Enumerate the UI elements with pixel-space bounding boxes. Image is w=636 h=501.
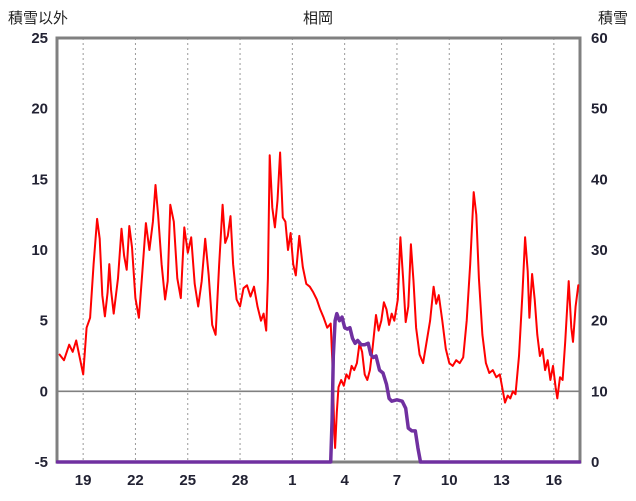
x-axis-tick-label: 7	[393, 472, 401, 489]
x-axis-tick-label: 13	[493, 472, 510, 489]
left-axis-tick-label: 0	[40, 383, 48, 400]
left-axis-tick-label: 20	[31, 101, 48, 118]
left-axis-tick-label: 15	[31, 171, 48, 188]
x-axis-tick-label: 10	[441, 472, 458, 489]
left-axis-tick-label: 10	[31, 242, 48, 259]
right-axis-tick-label: 20	[591, 313, 608, 330]
left-axis-tick-label: 5	[40, 313, 48, 330]
right-axis-tick-label: 50	[591, 101, 608, 118]
right-axis-tick-label: 0	[591, 454, 599, 471]
right-axis-tick-label: 10	[591, 383, 608, 400]
right-axis-tick-label: 40	[591, 171, 608, 188]
right-axis-tick-label: 60	[591, 30, 608, 47]
left-axis-title: 積雪以外	[8, 10, 69, 27]
x-axis-tick-label: 28	[232, 472, 249, 489]
x-axis-tick-label: 19	[75, 472, 92, 489]
x-axis-tick-label: 4	[340, 472, 349, 489]
series-line-right	[56, 311, 581, 464]
x-axis-tick-label: 22	[127, 472, 144, 489]
x-axis-tick-label: 1	[288, 472, 296, 489]
left-axis-tick-label: -5	[35, 454, 48, 471]
x-axis-tick-label: 16	[546, 472, 563, 489]
left-axis-tick-label: 25	[31, 30, 48, 47]
right-axis-title: 積雪	[597, 10, 628, 27]
right-axis-tick-label: 30	[591, 242, 608, 259]
x-axis-tick-label: 25	[179, 472, 196, 489]
series-line-left	[58, 151, 580, 449]
station-title: 相岡	[302, 10, 333, 27]
